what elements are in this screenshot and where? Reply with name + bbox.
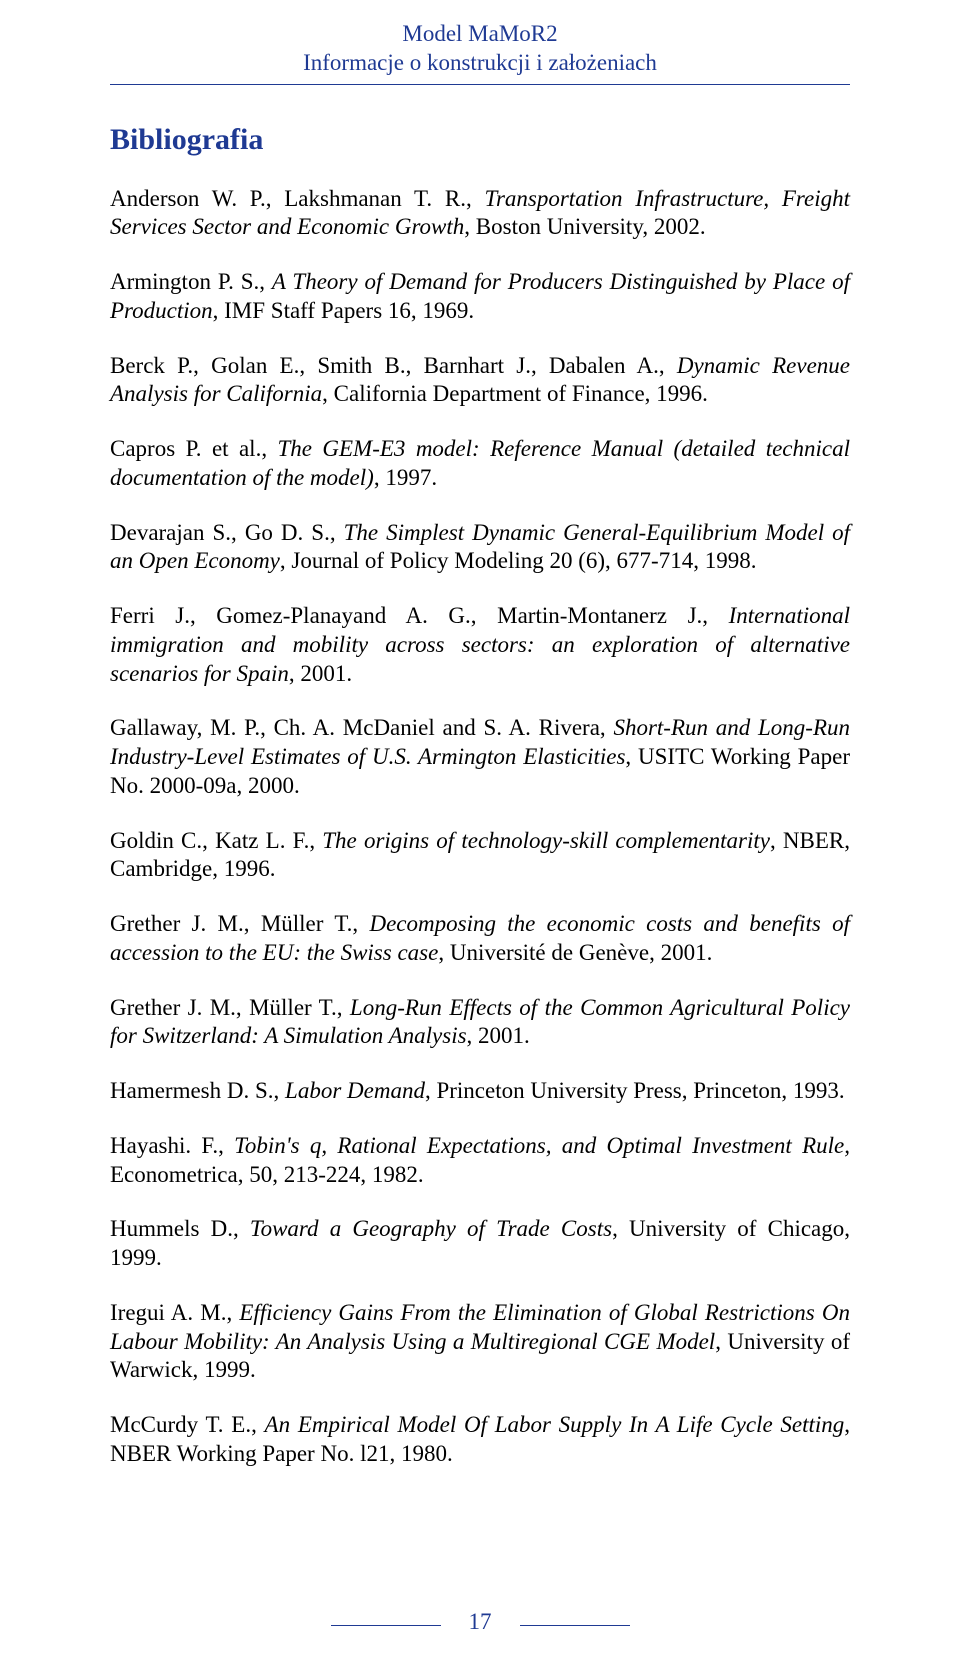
- bibliography-list: Anderson W. P., Lakshmanan T. R., Transp…: [110, 185, 850, 1469]
- footer-rule-right: [520, 1625, 630, 1626]
- bibliography-entry: Hamermesh D. S., Labor Demand, Princeton…: [110, 1077, 850, 1106]
- bibliography-entry: Anderson W. P., Lakshmanan T. R., Transp…: [110, 185, 850, 243]
- bibliography-entry: Goldin C., Katz L. F., The origins of te…: [110, 827, 850, 885]
- running-header: Model MaMoR2 Informacje o konstrukcji i …: [110, 20, 850, 84]
- header-rule: [110, 84, 850, 85]
- header-line-1: Model MaMoR2: [110, 20, 850, 49]
- bibliography-entry: Iregui A. M., Efficiency Gains From the …: [110, 1299, 850, 1385]
- bibliography-entry: Grether J. M., Müller T., Decomposing th…: [110, 910, 850, 968]
- bibliography-entry: Berck P., Golan E., Smith B., Barnhart J…: [110, 352, 850, 410]
- bibliography-entry: Devarajan S., Go D. S., The Simplest Dyn…: [110, 519, 850, 577]
- bibliography-entry: Armington P. S., A Theory of Demand for …: [110, 268, 850, 326]
- bibliography-entry: Capros P. et al., The GEM-E3 model: Refe…: [110, 435, 850, 493]
- bibliography-entry: McCurdy T. E., An Empirical Model Of Lab…: [110, 1411, 850, 1469]
- bibliography-entry: Gallaway, M. P., Ch. A. McDaniel and S. …: [110, 714, 850, 800]
- bibliography-entry: Grether J. M., Müller T., Long-Run Effec…: [110, 994, 850, 1052]
- page-number: 17: [441, 1609, 520, 1635]
- section-title: Bibliografia: [110, 123, 850, 157]
- header-line-2: Informacje o konstrukcji i założeniach: [110, 49, 850, 78]
- page: Model MaMoR2 Informacje o konstrukcji i …: [0, 0, 960, 1673]
- bibliography-entry: Hummels D., Toward a Geography of Trade …: [110, 1215, 850, 1273]
- bibliography-entry: Hayashi. F., Tobin's q, Rational Expecta…: [110, 1132, 850, 1190]
- page-footer: 17: [0, 1609, 960, 1635]
- bibliography-entry: Ferri J., Gomez-Planayand A. G., Martin-…: [110, 602, 850, 688]
- footer-rule-left: [331, 1625, 441, 1626]
